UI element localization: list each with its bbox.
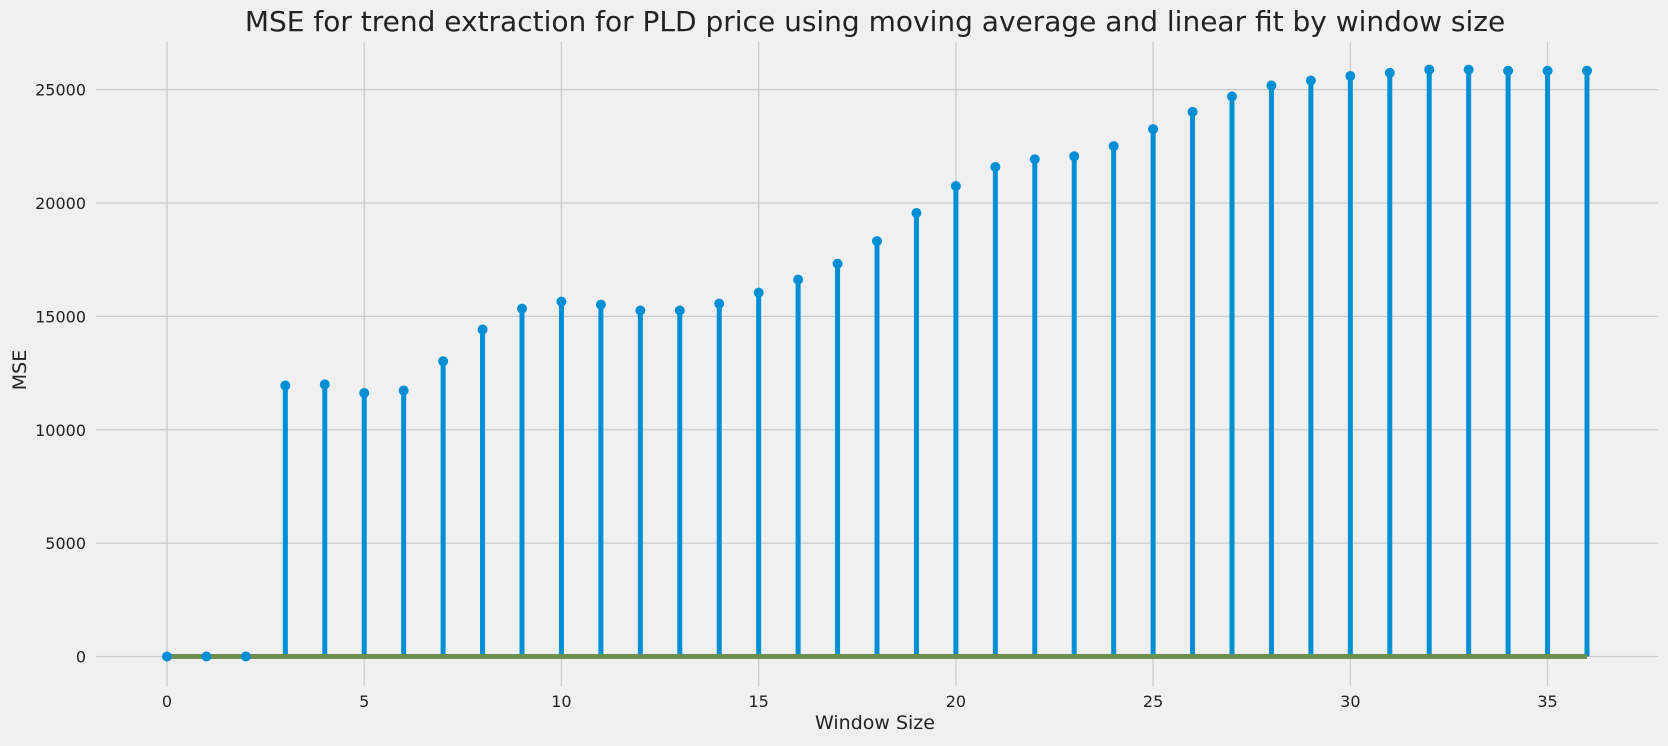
stem-marker [1148, 124, 1159, 135]
x-tick-label: 25 [1143, 692, 1163, 711]
stem-marker [240, 651, 251, 662]
stem-marker [872, 236, 882, 247]
y-tick-label: 25000 [35, 81, 86, 100]
stem-marker [832, 258, 843, 269]
tick-layer: 0 5 10 15 20 25 30 35 0 5000 10000 15000 20000 25000 [35, 81, 1558, 711]
stem-marker [1266, 80, 1277, 91]
stem-marker [477, 324, 488, 335]
stem-marker [398, 385, 409, 396]
x-tick-label: 0 [162, 692, 172, 711]
y-tick-label: 10000 [35, 421, 86, 440]
y-axis-label: MSE [9, 350, 31, 390]
stem-marker [674, 305, 685, 316]
y-tick-label: 5000 [45, 534, 86, 553]
stem-marker [1345, 71, 1356, 82]
stem-marker [950, 180, 961, 191]
stem-marker [438, 356, 449, 367]
stem-marker [556, 296, 567, 307]
stem-marker [359, 388, 370, 399]
stem-marker [990, 161, 1001, 172]
x-tick-label: 20 [946, 692, 966, 711]
x-tick-label: 15 [748, 692, 768, 711]
stem-marker [1069, 151, 1080, 162]
stem-marker [1108, 141, 1119, 152]
stem-marker [714, 298, 725, 309]
stem-marker [595, 299, 606, 310]
stem-layer [282, 69, 1590, 657]
x-tick-label: 10 [551, 692, 571, 711]
stem-marker [1029, 154, 1040, 165]
x-tick-label: 30 [1340, 692, 1360, 711]
stem-marker [911, 207, 922, 218]
stem-marker [793, 274, 804, 285]
y-tick-label: 15000 [35, 307, 86, 326]
chart-title: MSE for trend extraction for PLD price u… [245, 5, 1505, 38]
stem-marker [1305, 75, 1316, 86]
stem-marker [162, 651, 172, 662]
stem-marker [517, 303, 527, 314]
stem-marker [1187, 106, 1198, 117]
stem-marker [635, 305, 646, 316]
stem-marker [1384, 67, 1395, 78]
stem-marker [1582, 65, 1592, 76]
stem-marker [280, 380, 291, 391]
stem-marker [753, 287, 764, 298]
marker-layer [162, 64, 1592, 662]
y-tick-label: 0 [76, 648, 86, 667]
x-tick-label: 35 [1537, 692, 1557, 711]
stem-marker [1503, 65, 1514, 76]
x-axis-label: Window Size [815, 712, 935, 734]
stem-marker [201, 651, 212, 662]
stem-marker [1463, 64, 1474, 75]
stem-marker [1542, 65, 1553, 76]
stem-marker [1227, 91, 1237, 102]
y-tick-label: 20000 [35, 194, 86, 213]
stem-marker [319, 379, 330, 390]
x-tick-label: 5 [359, 692, 369, 711]
stem-marker [1424, 64, 1435, 75]
